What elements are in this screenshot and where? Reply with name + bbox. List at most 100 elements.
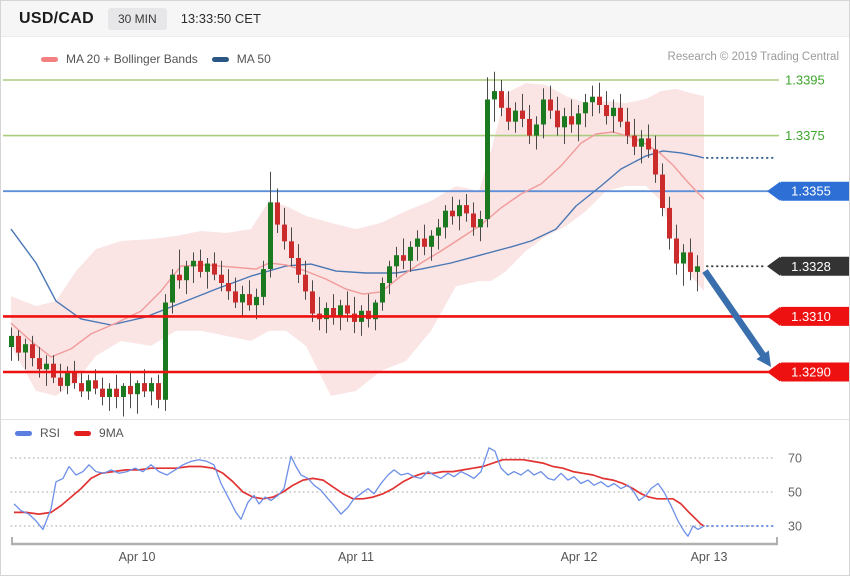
- legend-label: MA 50: [236, 52, 271, 66]
- timeframe-badge: 30 MIN: [108, 7, 167, 30]
- candle-down: [667, 207, 672, 239]
- candle-up: [254, 296, 259, 306]
- candle-up: [121, 385, 126, 397]
- candle-up: [583, 102, 588, 114]
- resistance-label-1-3375: 1.3375: [785, 128, 825, 143]
- candle-down: [401, 255, 406, 261]
- candle-down: [233, 291, 238, 303]
- candle-up: [184, 266, 189, 281]
- bollinger-band-fill: [11, 83, 704, 396]
- candle-up: [107, 388, 112, 397]
- candle-up: [436, 227, 441, 236]
- ma50-swatch-icon: [211, 56, 229, 62]
- price-labels-layer: 1.3395 1.3375 1.3355 1.3328 1.3310 1.3290: [767, 73, 849, 382]
- candles-layer: [9, 71, 700, 417]
- badge-body: [780, 362, 849, 382]
- candle-up: [485, 99, 490, 220]
- candle-up: [639, 138, 644, 147]
- candle-up: [44, 363, 49, 370]
- ma20-bollinger-swatch-icon: [41, 56, 58, 62]
- candle-up: [562, 116, 567, 128]
- badge-label: 1.3355: [791, 184, 831, 199]
- timestamp: 13:33:50 CET: [180, 11, 261, 26]
- candle-up: [205, 263, 210, 272]
- candle-up: [408, 246, 413, 261]
- x-axis: Apr 10 Apr 11 Apr 12 Apr 13: [11, 537, 778, 564]
- candle-down: [16, 335, 21, 353]
- candle-up: [457, 205, 462, 217]
- candle-up: [415, 238, 420, 247]
- candle-down: [219, 274, 224, 283]
- candle-down: [156, 383, 161, 400]
- price-badge-1-3355: 1.3355: [767, 181, 849, 201]
- rsi-grid-label-50: 50: [788, 486, 802, 500]
- candle-up: [149, 383, 154, 392]
- level-lines-layer: [3, 79, 779, 193]
- legend-label: MA 20 + Bollinger Bands: [66, 52, 198, 66]
- candle-down: [128, 385, 133, 395]
- arrow-head-icon: [756, 350, 771, 367]
- candle-up: [163, 302, 168, 400]
- resistance-label-1-3395: 1.3395: [785, 73, 825, 88]
- candle-down: [555, 110, 560, 128]
- candle-down: [72, 372, 77, 384]
- candle-down: [37, 358, 42, 370]
- candle-up: [429, 235, 434, 247]
- candle-up: [170, 274, 175, 303]
- candle-up: [681, 252, 686, 264]
- badge-arrow-tip-icon: [767, 256, 780, 276]
- candle-up: [387, 266, 392, 283]
- copyright-text: Research © 2019 Trading Central: [667, 51, 839, 63]
- candle-up: [268, 202, 273, 270]
- candle-down: [660, 174, 665, 208]
- badge-label: 1.3310: [791, 309, 831, 324]
- rsi-ma9-line: [14, 458, 705, 527]
- rsi-grid-label-30: 30: [788, 520, 802, 534]
- candle-down: [282, 224, 287, 242]
- x-axis-label-apr-10: Apr 10: [119, 550, 156, 564]
- badge-label: 1.3290: [791, 365, 831, 380]
- rsi-panel: 70 50 30: [10, 447, 802, 537]
- candle-down: [464, 205, 469, 214]
- candle-up: [611, 107, 616, 117]
- candle-down: [93, 380, 98, 389]
- legend-item-9ma: 9MA: [74, 426, 124, 440]
- badge-arrow-tip-icon: [767, 362, 780, 382]
- main-chart-legend: MA 20 + Bollinger Bands MA 50: [41, 52, 271, 66]
- candle-up: [86, 380, 91, 392]
- x-axis-label-apr-11: Apr 11: [338, 550, 374, 564]
- candle-down: [275, 202, 280, 225]
- candle-down: [247, 294, 252, 306]
- rsi-legend: RSI 9MA: [15, 426, 124, 440]
- candle-up: [695, 266, 700, 272]
- candle-down: [58, 377, 63, 386]
- candle-down: [198, 260, 203, 272]
- rsi-swatch-icon: [15, 430, 32, 436]
- candle-up: [590, 96, 595, 103]
- candle-down: [520, 110, 525, 119]
- symbol-title: USD/CAD: [19, 9, 94, 27]
- arrow-shaft: [702, 269, 766, 357]
- badge-arrow-tip-icon: [767, 306, 780, 326]
- legend-label: 9MA: [99, 426, 124, 440]
- candle-down: [632, 135, 637, 147]
- last-price-badge: 1.3328: [767, 256, 849, 276]
- candle-down: [79, 383, 84, 392]
- candle-down: [653, 149, 658, 175]
- candle-up: [373, 302, 378, 320]
- candle-down: [51, 363, 56, 378]
- ma9-swatch-icon: [74, 430, 92, 436]
- candle-down: [212, 263, 217, 275]
- candle-down: [625, 121, 630, 136]
- candle-down: [597, 96, 602, 105]
- candle-up: [443, 210, 448, 228]
- candle-down: [100, 388, 105, 397]
- candle-up: [478, 219, 483, 228]
- x-axis-label-apr-12: Apr 12: [561, 550, 598, 564]
- rsi-line: [13, 447, 705, 537]
- candle-down: [569, 116, 574, 125]
- rsi-grid-label-70: 70: [788, 452, 802, 466]
- candle-down: [688, 252, 693, 272]
- candle-up: [23, 344, 28, 353]
